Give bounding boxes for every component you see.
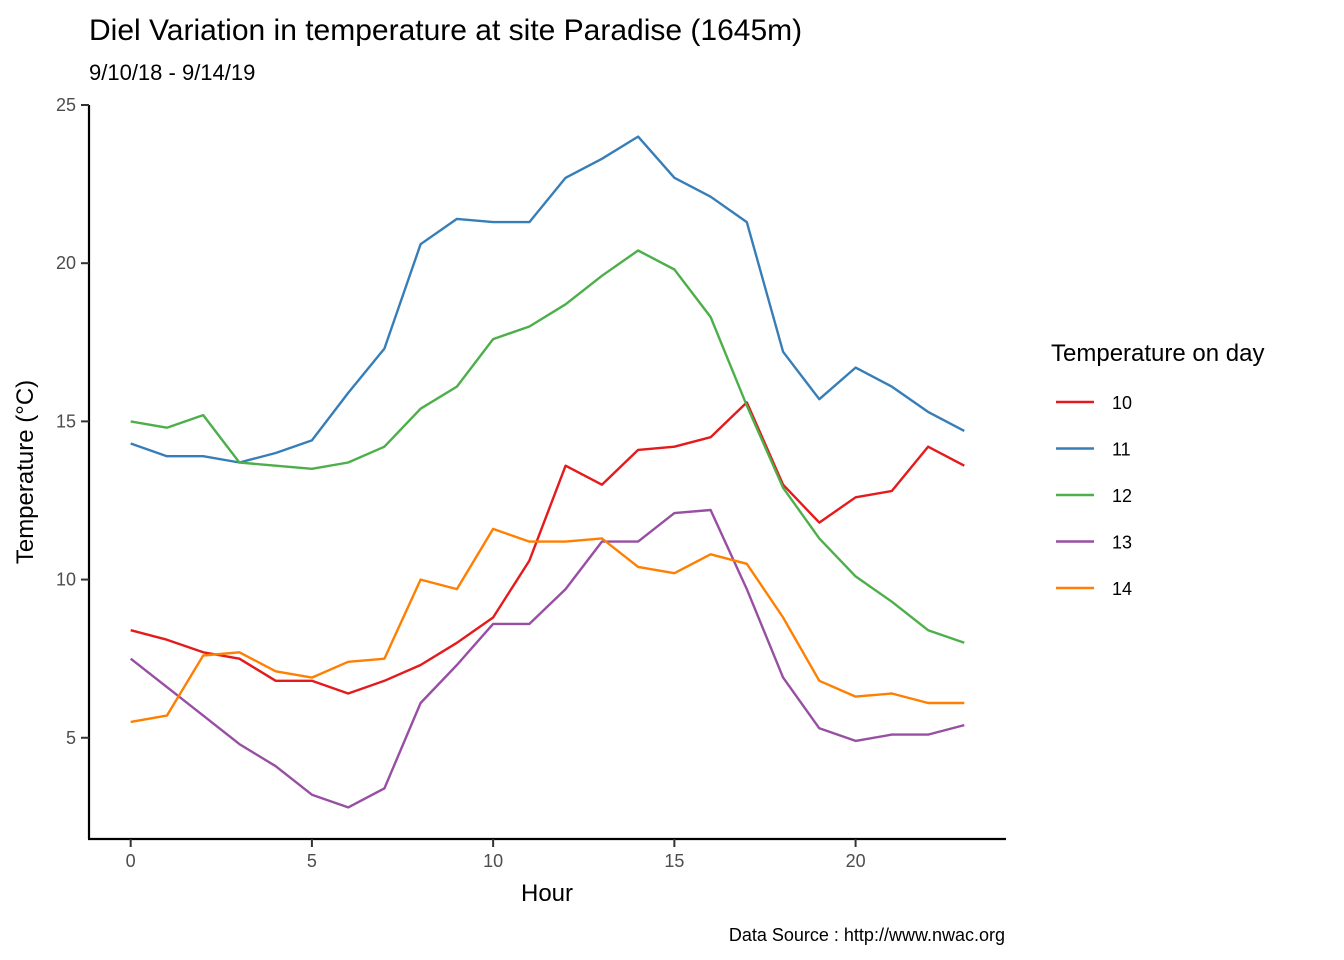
x-tick-label: 0 — [126, 851, 136, 871]
y-tick-label: 25 — [56, 95, 76, 115]
series-line-day-12 — [130, 249, 965, 644]
legend-label-day-10: 10 — [1112, 393, 1132, 413]
legend-label-day-14: 14 — [1112, 579, 1132, 599]
legend-label-day-12: 12 — [1112, 486, 1132, 506]
y-axis-ticks: 5 10 15 20 25 — [56, 95, 89, 748]
x-tick-label: 10 — [483, 851, 503, 871]
y-axis-title: Temperature (°C) — [12, 380, 39, 564]
legend-label-day-11: 11 — [1112, 440, 1131, 460]
y-tick-label: 5 — [66, 728, 76, 748]
legend: 10 11 12 13 14 — [1056, 393, 1132, 599]
x-axis-title: Hour — [521, 880, 573, 907]
x-tick-label: 15 — [664, 851, 684, 871]
y-tick-label: 10 — [56, 570, 76, 590]
y-tick-label: 20 — [56, 253, 76, 273]
series-line-day-11 — [130, 135, 965, 464]
legend-title: Temperature on day — [1051, 340, 1264, 367]
x-tick-label: 5 — [307, 851, 317, 871]
series-lines — [129, 135, 965, 809]
chart-subtitle: 9/10/18 - 9/14/19 — [89, 60, 255, 85]
x-tick-label: 20 — [846, 851, 866, 871]
y-tick-label: 15 — [56, 411, 76, 431]
series-line-day-13 — [129, 508, 965, 809]
data-source-caption: Data Source : http://www.nwac.org — [729, 925, 1005, 945]
series-line-day-10 — [130, 401, 965, 695]
chart-title: Diel Variation in temperature at site Pa… — [89, 14, 802, 47]
legend-label-day-13: 13 — [1112, 533, 1132, 553]
x-axis-ticks: 0 5 10 15 20 — [126, 839, 866, 871]
series-line-day-14 — [130, 527, 965, 724]
